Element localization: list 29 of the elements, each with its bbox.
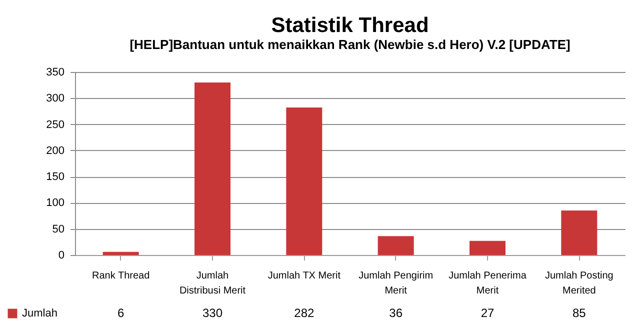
x-tick-label: Jumlah Penerima Merit	[448, 270, 527, 296]
y-tick-label: 250	[46, 118, 64, 131]
y-tick-label: 300	[46, 92, 64, 105]
x-tick-label: Jumlah Distribusi Merit	[179, 270, 246, 296]
y-tick-label: 150	[46, 171, 64, 184]
data-label: 282	[294, 306, 314, 320]
data-label: 27	[480, 306, 494, 320]
data-label: 85	[572, 306, 586, 320]
bar	[102, 252, 139, 255]
bar	[470, 240, 506, 255]
bar	[194, 82, 230, 255]
x-tick-label: Jumlah Posting Merited	[544, 270, 614, 296]
x-tick-label: Rank Thread	[92, 270, 150, 282]
x-tick-label: Jumlah TX Merit	[268, 270, 341, 282]
x-tick-label: Jumlah Pengirim Merit	[358, 270, 434, 296]
y-tick-label: 350	[46, 66, 64, 78]
y-tick-label: 100	[46, 197, 64, 210]
bar	[286, 108, 322, 255]
bar	[561, 210, 598, 255]
bar	[378, 236, 414, 255]
data-label: 36	[389, 306, 403, 320]
data-label: 6	[117, 306, 124, 320]
chart-subtitle: [HELP]Bantuan untuk menaikkan Rank (Newbie s.d Hero) V.2 [UPDATE]	[130, 37, 570, 52]
y-tick-label: 0	[58, 250, 64, 262]
y-tick-label: 200	[46, 144, 64, 157]
y-tick-label: 50	[52, 223, 64, 236]
legend-label: Jumlah	[22, 308, 58, 320]
data-label: 330	[202, 306, 223, 320]
chart-title: Statistik Thread	[271, 14, 429, 37]
